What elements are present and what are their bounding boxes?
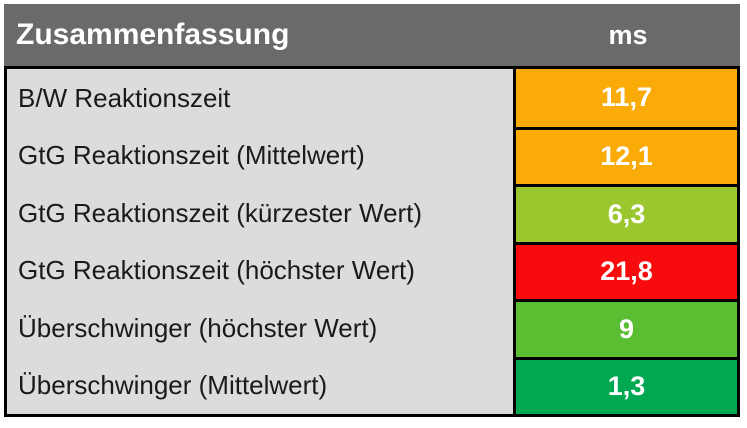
row-value: 6,3 [513, 184, 737, 242]
row-value: 9 [513, 299, 737, 357]
table-body: B/W Reaktionszeit 11,7 GtG Reaktionszeit… [4, 66, 740, 417]
row-label: GtG Reaktionszeit (kürzester Wert) [7, 184, 513, 242]
table-row: GtG Reaktionszeit (Mittelwert) 12,1 [7, 126, 737, 184]
row-label: Überschwinger (Mittelwert) [7, 356, 513, 414]
summary-table: Zusammenfassung ms B/W Reaktionszeit 11,… [4, 4, 740, 417]
table-header-row: Zusammenfassung ms [4, 4, 740, 66]
unit-column-header: ms [608, 19, 648, 50]
row-label: B/W Reaktionszeit [7, 69, 513, 127]
table-row: B/W Reaktionszeit 11,7 [7, 69, 737, 127]
table-row: GtG Reaktionszeit (höchster Wert) 21,8 [7, 241, 737, 299]
table-row: GtG Reaktionszeit (kürzester Wert) 6,3 [7, 184, 737, 242]
table-row: Überschwinger (Mittelwert) 1,3 [7, 356, 737, 414]
table-title: Zusammenfassung [16, 18, 290, 51]
row-value: 12,1 [513, 126, 737, 184]
row-label: GtG Reaktionszeit (Mittelwert) [7, 126, 513, 184]
row-value: 11,7 [513, 69, 737, 127]
row-label: Überschwinger (höchster Wert) [7, 299, 513, 357]
table-row: Überschwinger (höchster Wert) 9 [7, 299, 737, 357]
row-value: 21,8 [513, 241, 737, 299]
row-label: GtG Reaktionszeit (höchster Wert) [7, 241, 513, 299]
row-value: 1,3 [513, 356, 737, 414]
